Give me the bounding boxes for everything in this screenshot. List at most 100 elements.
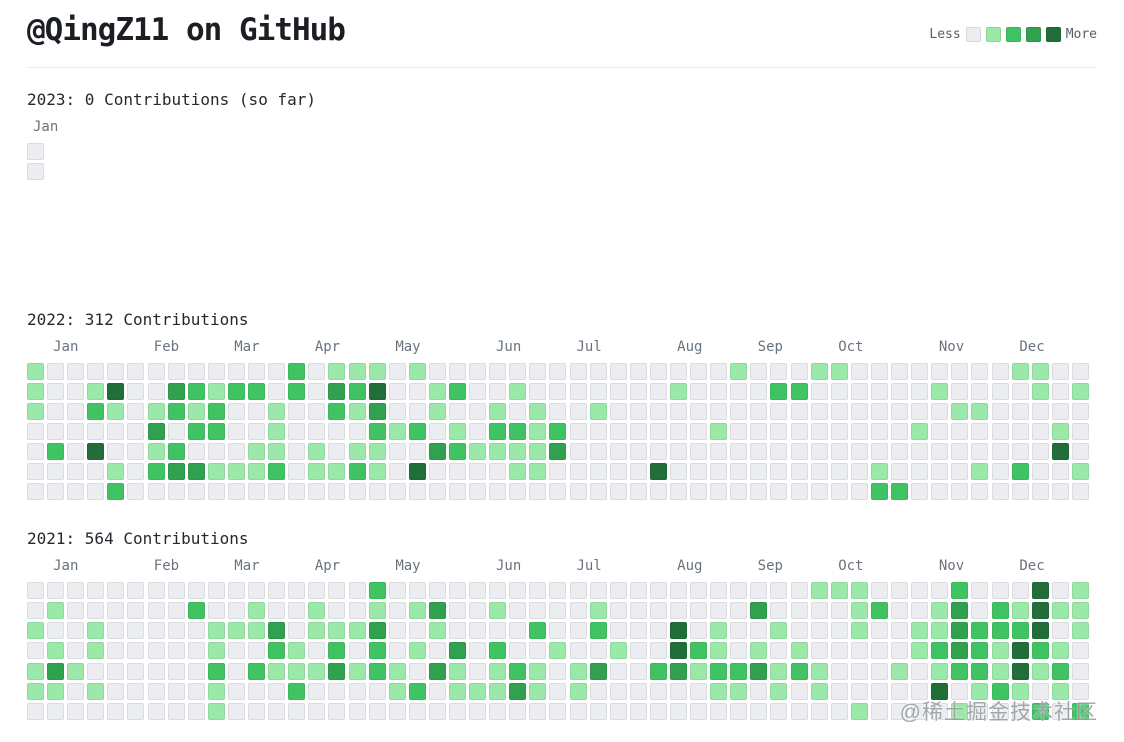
contribution-cell[interactable]: [147, 622, 165, 640]
contribution-cell[interactable]: [288, 622, 306, 640]
contribution-cell[interactable]: [268, 602, 286, 620]
contribution-cell[interactable]: [147, 682, 165, 700]
contribution-cell[interactable]: [790, 483, 808, 501]
contribution-cell[interactable]: [469, 642, 487, 660]
contribution-cell[interactable]: [609, 463, 627, 481]
contribution-cell[interactable]: [810, 582, 828, 600]
contribution-cell[interactable]: [268, 483, 286, 501]
contribution-cell[interactable]: [690, 463, 708, 481]
contribution-cell[interactable]: [348, 402, 366, 420]
contribution-cell[interactable]: [589, 402, 607, 420]
contribution-cell[interactable]: [810, 442, 828, 460]
contribution-cell[interactable]: [549, 622, 567, 640]
contribution-cell[interactable]: [147, 582, 165, 600]
contribution-cell[interactable]: [730, 483, 748, 501]
contribution-cell[interactable]: [368, 483, 386, 501]
contribution-cell[interactable]: [147, 382, 165, 400]
contribution-cell[interactable]: [288, 442, 306, 460]
contribution-cell[interactable]: [227, 422, 245, 440]
contribution-cell[interactable]: [348, 642, 366, 660]
contribution-cell[interactable]: [991, 662, 1009, 680]
contribution-cell[interactable]: [509, 582, 527, 600]
contribution-cell[interactable]: [750, 463, 768, 481]
contribution-cell[interactable]: [388, 422, 406, 440]
contribution-cell[interactable]: [730, 442, 748, 460]
contribution-cell[interactable]: [971, 402, 989, 420]
contribution-cell[interactable]: [649, 402, 667, 420]
contribution-cell[interactable]: [549, 402, 567, 420]
contribution-cell[interactable]: [87, 483, 105, 501]
contribution-cell[interactable]: [1011, 622, 1029, 640]
contribution-cell[interactable]: [750, 442, 768, 460]
contribution-cell[interactable]: [227, 442, 245, 460]
contribution-cell[interactable]: [448, 602, 466, 620]
contribution-cell[interactable]: [589, 442, 607, 460]
contribution-cell[interactable]: [428, 442, 446, 460]
contribution-cell[interactable]: [810, 662, 828, 680]
contribution-cell[interactable]: [790, 602, 808, 620]
contribution-cell[interactable]: [609, 662, 627, 680]
contribution-cell[interactable]: [27, 682, 44, 700]
contribution-cell[interactable]: [931, 622, 949, 640]
contribution-cell[interactable]: [991, 682, 1009, 700]
contribution-cell[interactable]: [47, 602, 65, 620]
contribution-cell[interactable]: [87, 442, 105, 460]
contribution-cell[interactable]: [107, 582, 125, 600]
contribution-cell[interactable]: [308, 582, 326, 600]
contribution-cell[interactable]: [27, 642, 44, 660]
contribution-cell[interactable]: [248, 463, 266, 481]
contribution-cell[interactable]: [690, 662, 708, 680]
contribution-cell[interactable]: [1051, 382, 1069, 400]
contribution-cell[interactable]: [207, 642, 225, 660]
contribution-cell[interactable]: [187, 622, 205, 640]
contribution-cell[interactable]: [529, 402, 547, 420]
contribution-cell[interactable]: [951, 362, 969, 380]
contribution-cell[interactable]: [227, 483, 245, 501]
contribution-cell[interactable]: [830, 702, 848, 720]
contribution-cell[interactable]: [408, 602, 426, 620]
contribution-cell[interactable]: [549, 463, 567, 481]
contribution-cell[interactable]: [308, 662, 326, 680]
contribution-cell[interactable]: [790, 622, 808, 640]
contribution-cell[interactable]: [1051, 582, 1069, 600]
contribution-cell[interactable]: [790, 702, 808, 720]
contribution-cell[interactable]: [388, 382, 406, 400]
contribution-cell[interactable]: [67, 662, 85, 680]
contribution-cell[interactable]: [1051, 662, 1069, 680]
contribution-cell[interactable]: [227, 702, 245, 720]
contribution-cell[interactable]: [730, 463, 748, 481]
contribution-cell[interactable]: [911, 702, 929, 720]
contribution-cell[interactable]: [288, 642, 306, 660]
contribution-cell[interactable]: [629, 662, 647, 680]
contribution-cell[interactable]: [710, 422, 728, 440]
contribution-cell[interactable]: [348, 582, 366, 600]
contribution-cell[interactable]: [649, 662, 667, 680]
contribution-cell[interactable]: [569, 402, 587, 420]
contribution-cell[interactable]: [971, 382, 989, 400]
contribution-cell[interactable]: [1011, 463, 1029, 481]
contribution-cell[interactable]: [629, 582, 647, 600]
contribution-cell[interactable]: [609, 382, 627, 400]
contribution-cell[interactable]: [931, 682, 949, 700]
contribution-cell[interactable]: [690, 582, 708, 600]
contribution-cell[interactable]: [67, 402, 85, 420]
contribution-cell[interactable]: [167, 702, 185, 720]
contribution-cell[interactable]: [1031, 442, 1049, 460]
contribution-cell[interactable]: [670, 602, 687, 620]
contribution-cell[interactable]: [790, 463, 808, 481]
contribution-cell[interactable]: [569, 622, 587, 640]
contribution-cell[interactable]: [67, 442, 85, 460]
contribution-cell[interactable]: [509, 402, 527, 420]
contribution-cell[interactable]: [629, 642, 647, 660]
contribution-cell[interactable]: [649, 422, 667, 440]
contribution-cell[interactable]: [448, 702, 466, 720]
contribution-cell[interactable]: [670, 463, 687, 481]
contribution-cell[interactable]: [730, 662, 748, 680]
contribution-cell[interactable]: [810, 682, 828, 700]
contribution-cell[interactable]: [348, 442, 366, 460]
contribution-cell[interactable]: [770, 422, 788, 440]
contribution-cell[interactable]: [911, 382, 929, 400]
contribution-cell[interactable]: [127, 463, 145, 481]
contribution-cell[interactable]: [448, 642, 466, 660]
contribution-cell[interactable]: [1011, 682, 1029, 700]
